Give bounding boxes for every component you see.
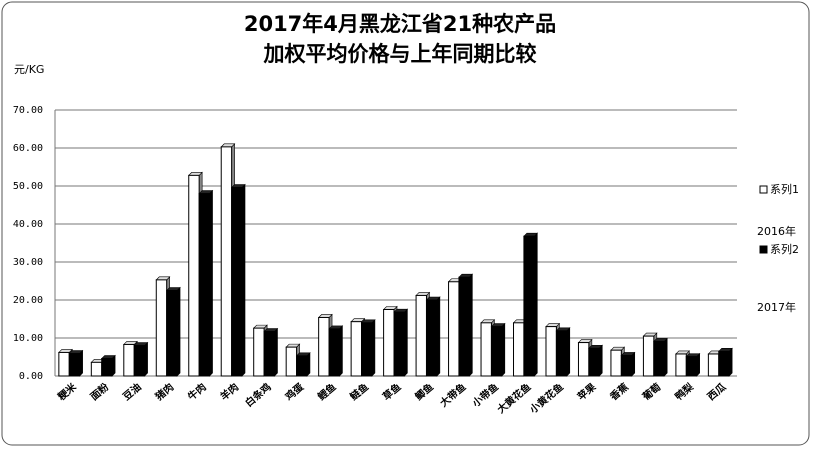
y-tick-label: 60.00 — [13, 143, 43, 154]
bar — [58, 351, 70, 377]
bar — [90, 361, 103, 377]
y-tick-label: 20.00 — [13, 295, 43, 306]
bar — [101, 358, 113, 377]
bar — [610, 349, 622, 377]
bar — [198, 193, 211, 377]
bar — [480, 322, 492, 377]
bar — [425, 299, 438, 377]
bar — [68, 353, 81, 377]
bar — [707, 353, 720, 377]
bar — [577, 342, 590, 377]
bar — [415, 294, 427, 377]
bar — [133, 345, 146, 377]
y-tick-label: 70.00 — [13, 105, 43, 116]
bar — [285, 346, 298, 377]
y-axis-label: 元/KG — [14, 63, 44, 76]
bar — [653, 340, 665, 377]
chart-title: 加权平均价格与上年同期比较 — [263, 42, 537, 66]
annotation: 2017年 — [757, 300, 796, 314]
bar — [123, 343, 135, 377]
bar — [231, 187, 243, 377]
y-tick-label: 30.00 — [13, 257, 43, 268]
bar — [448, 281, 460, 377]
bar — [718, 350, 730, 377]
y-tick-label: 10.00 — [13, 333, 43, 344]
y-tick-label: 40.00 — [13, 219, 43, 230]
bar — [263, 331, 275, 377]
bar — [393, 311, 405, 377]
bar — [458, 276, 470, 377]
bar — [253, 327, 265, 377]
bar — [513, 322, 525, 377]
bar — [490, 326, 503, 377]
legend-swatch — [759, 185, 768, 194]
bar — [675, 353, 687, 377]
chart-title: 2017年4月黑龙江省21种农产品 — [244, 12, 556, 36]
bar — [555, 330, 568, 377]
bar — [155, 279, 168, 377]
annotation: 2016年 — [757, 224, 796, 238]
bar — [642, 335, 655, 377]
bar — [350, 321, 363, 377]
bar — [545, 326, 557, 377]
bar — [620, 354, 633, 377]
bar — [166, 290, 178, 377]
bar — [588, 347, 600, 377]
y-tick-label: 0.00 — [19, 371, 43, 382]
bar — [328, 328, 340, 377]
legend-label: 系列2 — [770, 242, 799, 256]
bar — [296, 355, 308, 377]
bar — [383, 309, 395, 377]
legend-label: 系列1 — [770, 182, 799, 196]
legend-swatch — [759, 245, 768, 254]
bar — [523, 235, 535, 377]
bar — [685, 356, 698, 377]
bar — [188, 174, 200, 377]
bar — [361, 322, 373, 377]
y-tick-label: 50.00 — [13, 181, 43, 192]
bar — [220, 146, 233, 377]
bar — [318, 316, 330, 377]
